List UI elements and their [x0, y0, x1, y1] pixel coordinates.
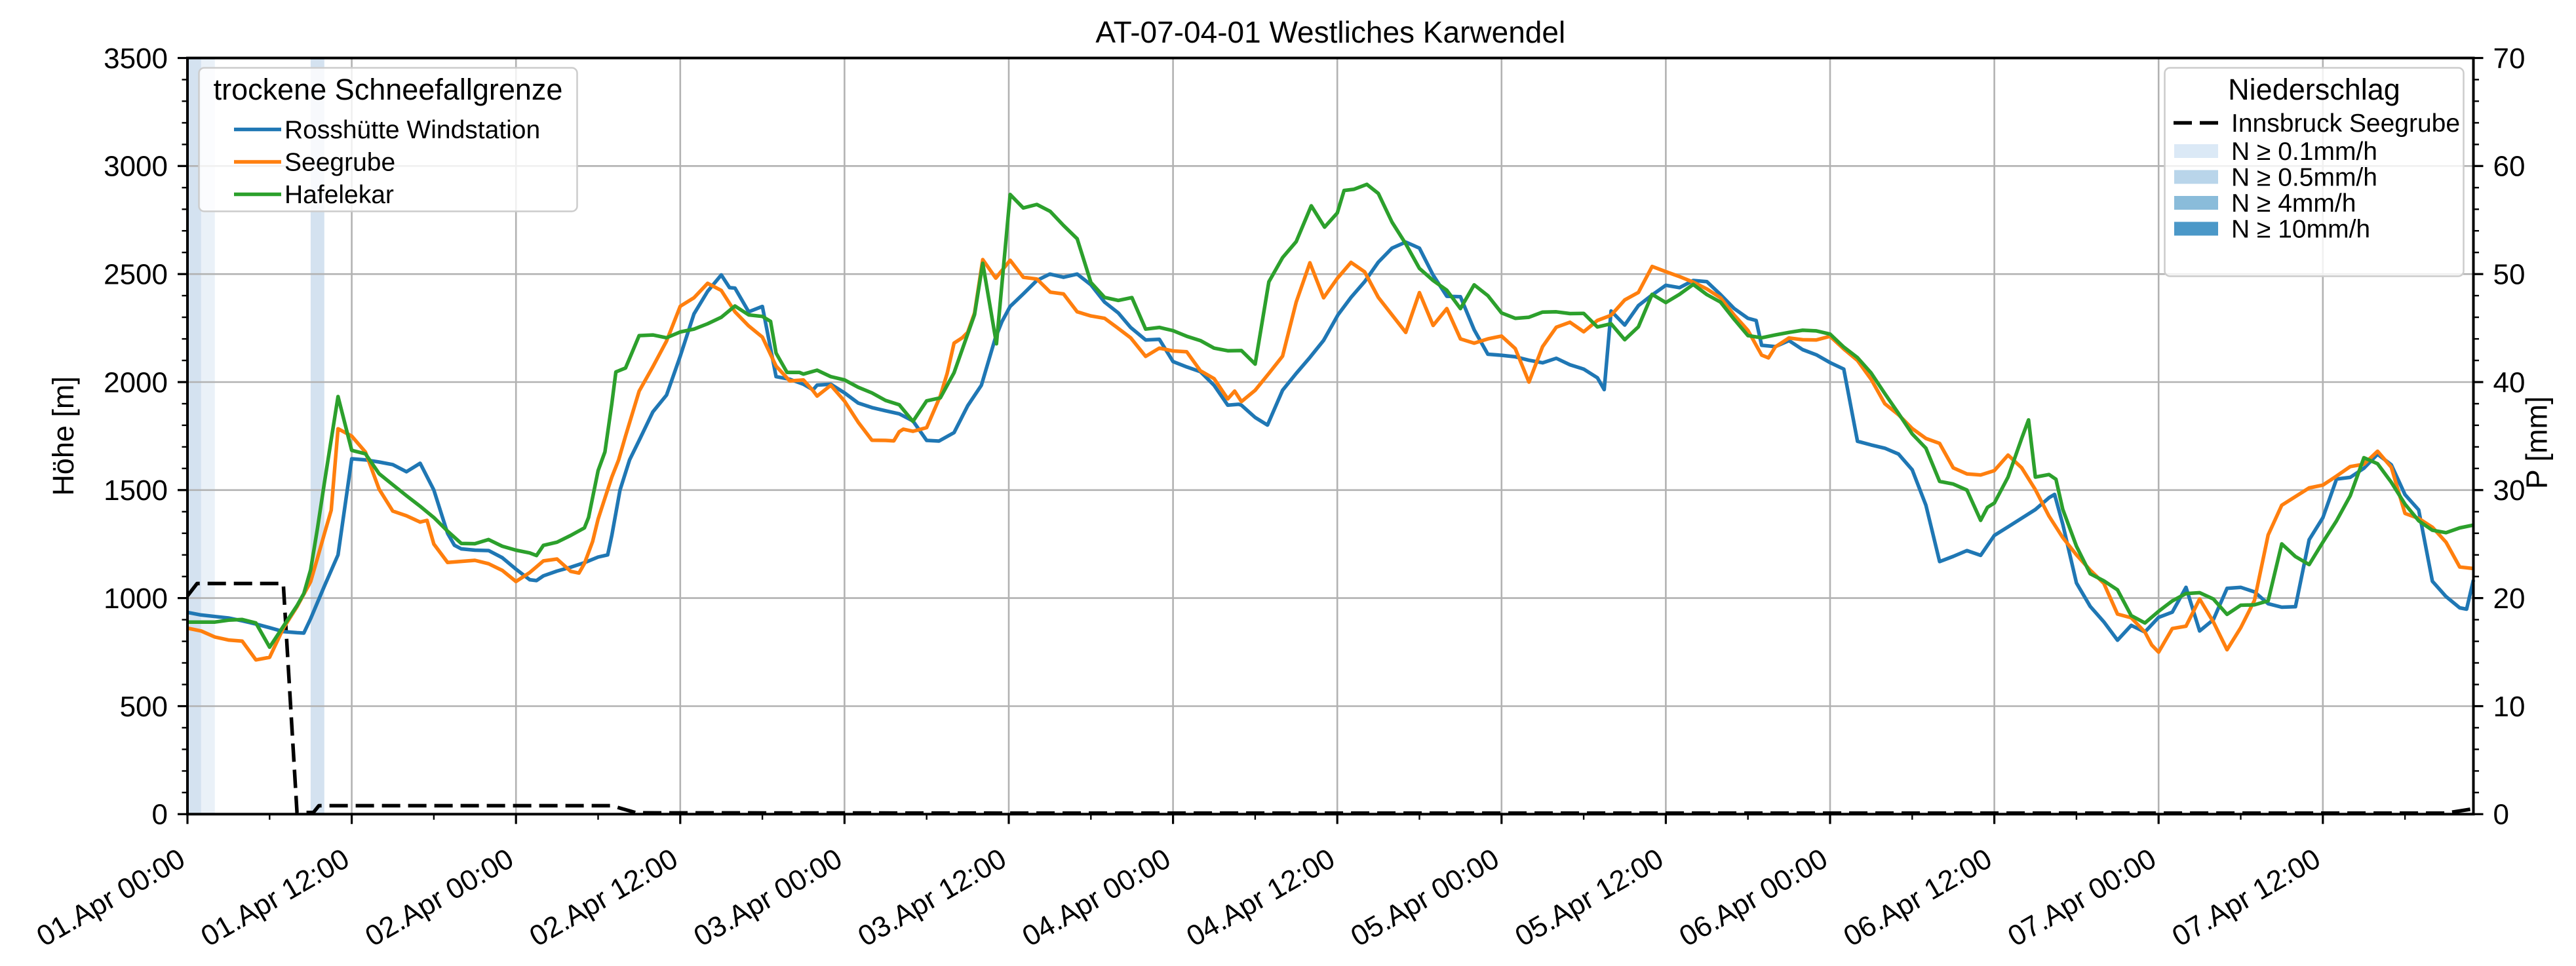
- svg-text:1000: 1000: [104, 583, 168, 615]
- svg-text:0: 0: [2493, 799, 2509, 831]
- svg-text:AT-07-04-01 Westliches Karwend: AT-07-04-01 Westliches Karwendel: [1095, 15, 1565, 49]
- svg-text:2500: 2500: [104, 259, 168, 291]
- svg-text:20: 20: [2493, 583, 2526, 615]
- svg-text:P [mm]: P [mm]: [2520, 396, 2554, 490]
- svg-text:500: 500: [120, 691, 168, 723]
- svg-text:70: 70: [2493, 43, 2526, 75]
- svg-text:trockene Schneefallgrenze: trockene Schneefallgrenze: [214, 73, 563, 106]
- svg-text:N ≥ 10mm/h: N ≥ 10mm/h: [2231, 216, 2370, 244]
- svg-text:3000: 3000: [104, 151, 168, 183]
- svg-text:Niederschlag: Niederschlag: [2228, 73, 2400, 106]
- svg-text:30: 30: [2493, 474, 2526, 507]
- svg-text:N ≥ 0.1mm/h: N ≥ 0.1mm/h: [2231, 138, 2377, 166]
- svg-text:60: 60: [2493, 151, 2526, 183]
- svg-text:Höhe [m]: Höhe [m]: [47, 376, 80, 496]
- svg-text:3500: 3500: [104, 43, 168, 75]
- svg-text:10: 10: [2493, 691, 2526, 723]
- svg-text:Hafelekar: Hafelekar: [284, 181, 394, 209]
- svg-text:2000: 2000: [104, 366, 168, 398]
- svg-text:N ≥ 4mm/h: N ≥ 4mm/h: [2231, 189, 2356, 218]
- svg-text:0: 0: [152, 799, 168, 831]
- svg-text:50: 50: [2493, 259, 2526, 291]
- svg-text:N ≥ 0.5mm/h: N ≥ 0.5mm/h: [2231, 164, 2377, 192]
- svg-text:Rosshütte Windstation: Rosshütte Windstation: [284, 116, 540, 144]
- svg-text:40: 40: [2493, 366, 2526, 398]
- svg-text:1500: 1500: [104, 474, 168, 507]
- svg-text:Seegrube: Seegrube: [284, 149, 395, 177]
- svg-text:Innsbruck Seegrube: Innsbruck Seegrube: [2231, 109, 2460, 138]
